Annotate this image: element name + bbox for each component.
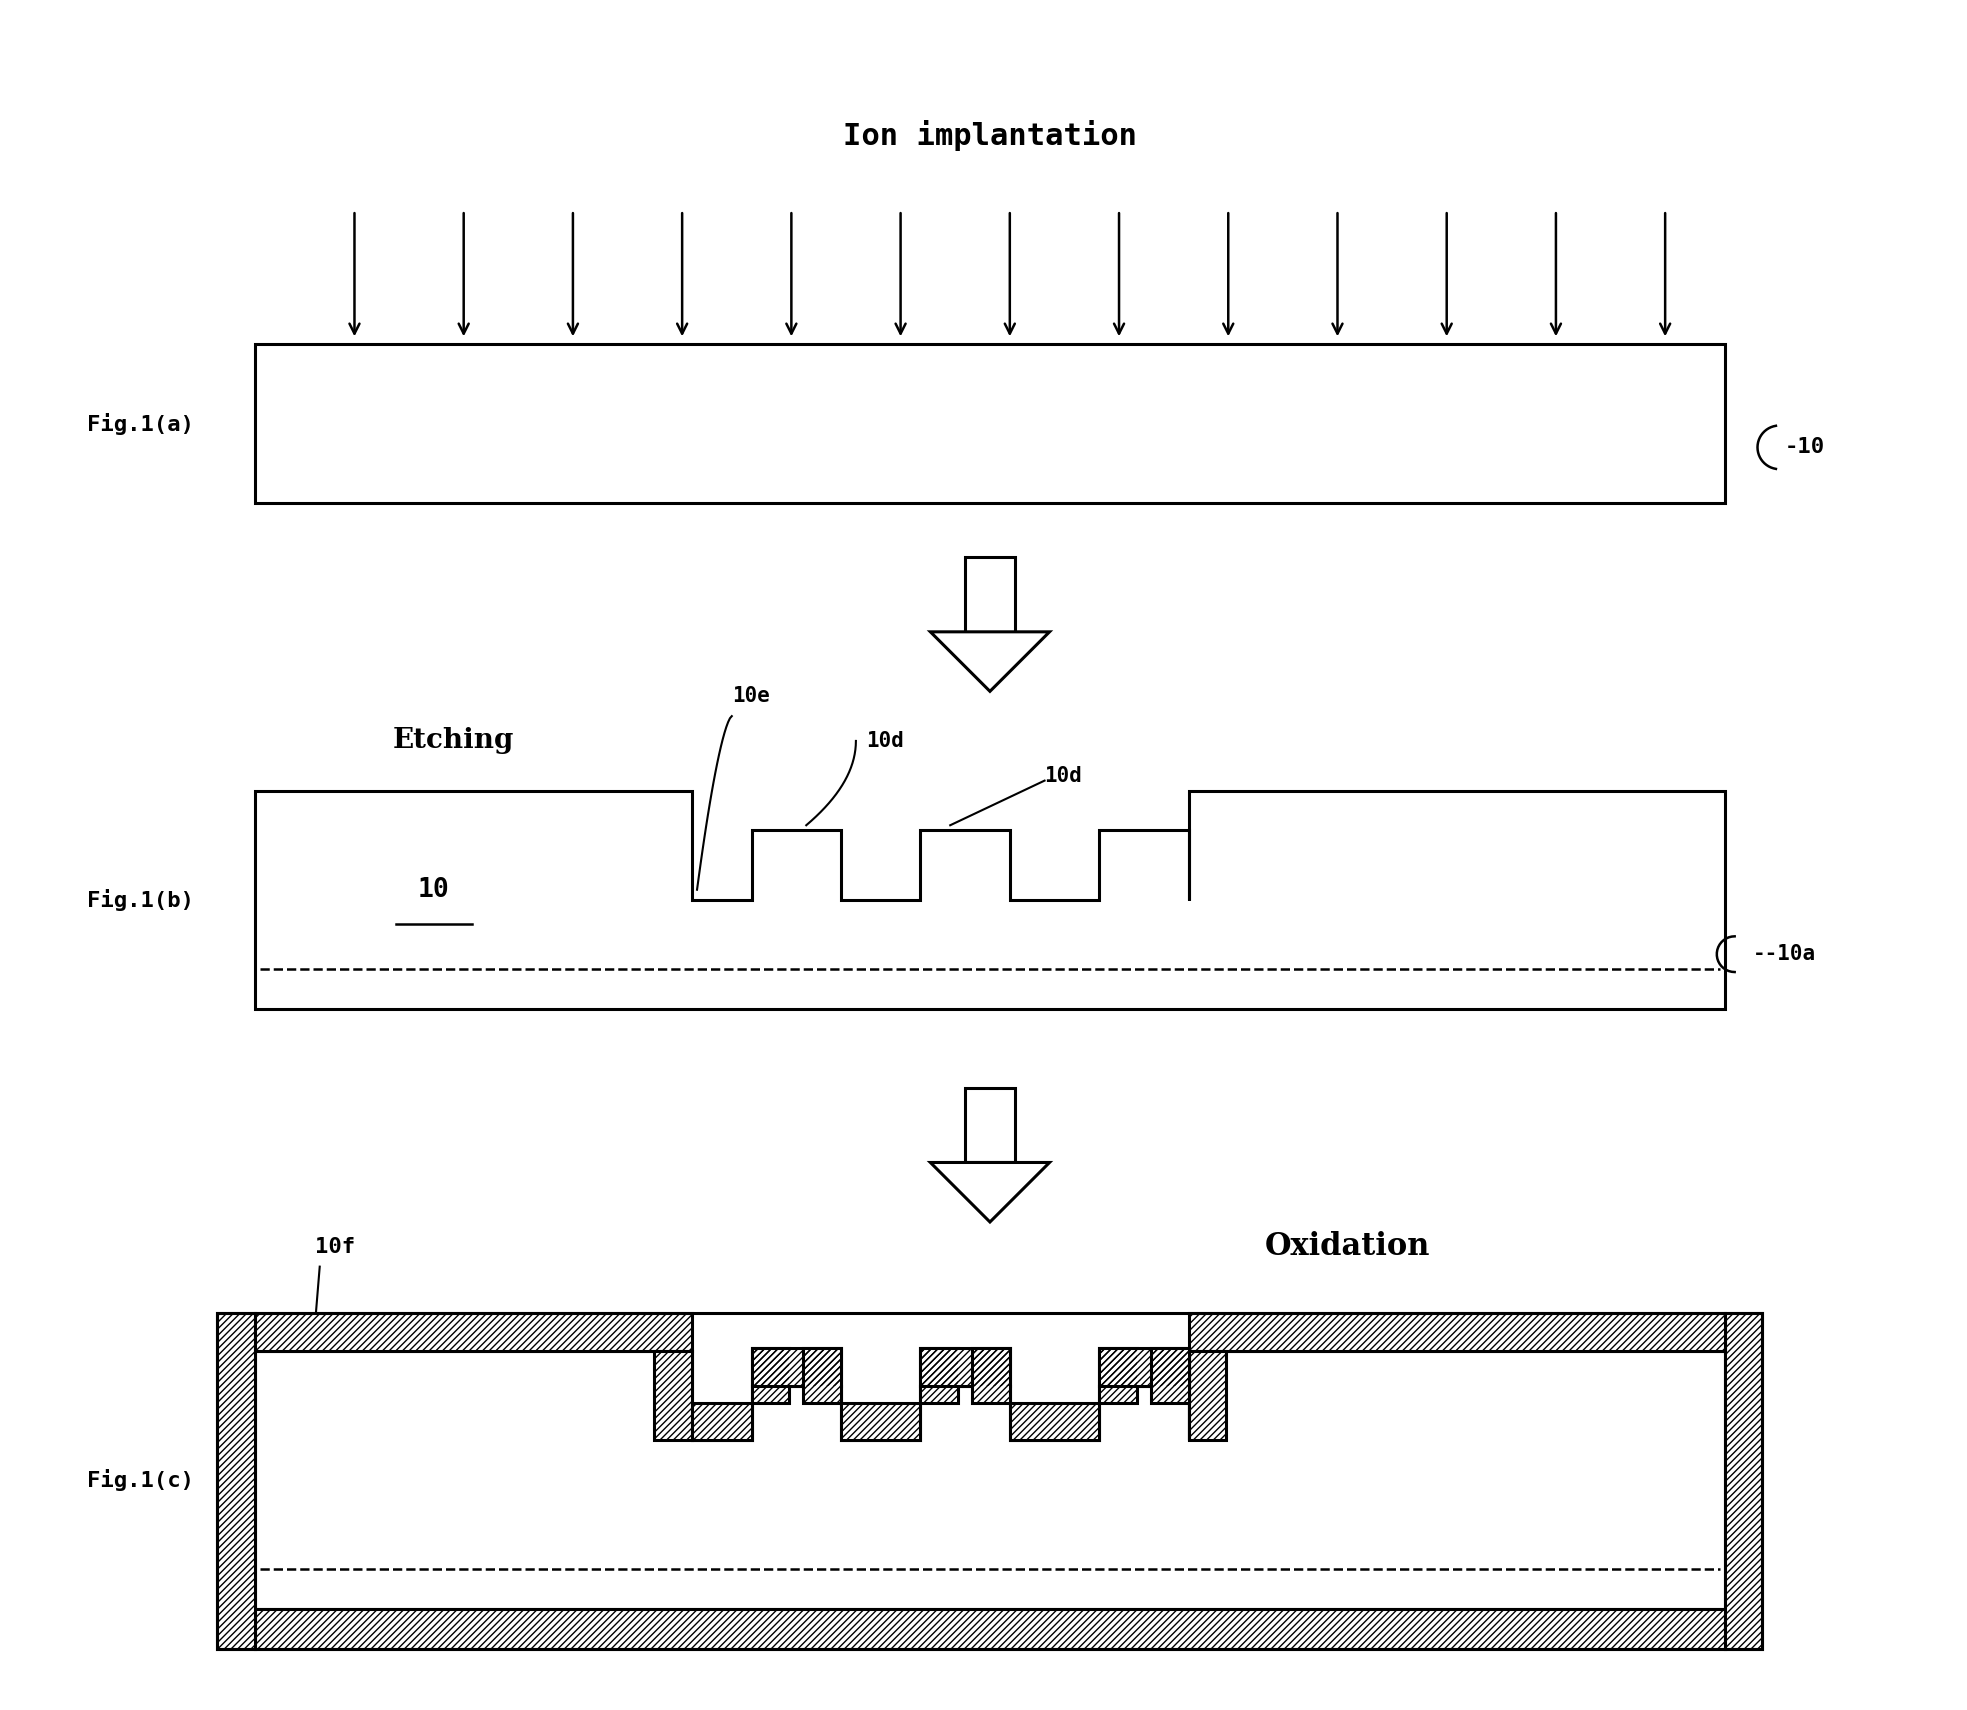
Bar bbox=[1100, 1347, 1137, 1402]
Bar bbox=[1009, 1402, 1100, 1440]
Bar bbox=[751, 1347, 842, 1385]
Bar bbox=[972, 1347, 1009, 1402]
Bar bbox=[655, 1351, 692, 1440]
Polygon shape bbox=[256, 790, 1725, 1009]
Polygon shape bbox=[256, 1351, 1725, 1609]
Bar bbox=[1188, 1313, 1725, 1351]
Text: 10d: 10d bbox=[865, 730, 903, 751]
Bar bbox=[1009, 1402, 1100, 1440]
Bar bbox=[751, 1347, 789, 1402]
Text: 10e: 10e bbox=[732, 686, 769, 706]
Bar bbox=[256, 1609, 1725, 1648]
Bar bbox=[803, 1347, 842, 1402]
Text: 10d: 10d bbox=[1044, 766, 1082, 785]
Bar bbox=[1725, 1313, 1762, 1648]
Bar bbox=[1151, 1347, 1188, 1402]
Text: Fig.1(a): Fig.1(a) bbox=[87, 412, 195, 434]
Bar bbox=[1151, 1347, 1188, 1402]
Bar bbox=[921, 1347, 1009, 1385]
Bar bbox=[751, 1347, 842, 1385]
Bar bbox=[966, 557, 1015, 631]
Bar bbox=[256, 1313, 692, 1351]
Bar bbox=[803, 1347, 842, 1402]
Bar bbox=[751, 1347, 789, 1402]
Bar bbox=[218, 1313, 256, 1648]
Bar bbox=[256, 1609, 1725, 1648]
Bar bbox=[692, 1402, 751, 1440]
Text: Ion implantation: Ion implantation bbox=[844, 120, 1137, 152]
Text: Fig.1(c): Fig.1(c) bbox=[87, 1469, 195, 1491]
Bar bbox=[1100, 1347, 1188, 1385]
Bar bbox=[218, 1313, 256, 1648]
Bar bbox=[842, 1402, 921, 1440]
Bar bbox=[1100, 1347, 1137, 1402]
Bar bbox=[1725, 1313, 1762, 1648]
Text: Etching: Etching bbox=[393, 727, 515, 754]
Bar bbox=[256, 1313, 692, 1351]
Polygon shape bbox=[930, 1163, 1050, 1223]
Text: Fig.1(b): Fig.1(b) bbox=[87, 889, 195, 911]
Bar bbox=[972, 1347, 1009, 1402]
Bar bbox=[1188, 1351, 1225, 1440]
Bar bbox=[218, 1313, 1762, 1648]
Bar bbox=[1188, 1351, 1225, 1440]
Bar bbox=[1188, 1313, 1725, 1351]
Bar bbox=[921, 1347, 1009, 1385]
Bar bbox=[655, 1351, 692, 1440]
Text: --10a: --10a bbox=[1753, 944, 1816, 964]
Text: -10: -10 bbox=[1784, 438, 1825, 457]
Polygon shape bbox=[930, 631, 1050, 691]
Text: 10: 10 bbox=[419, 877, 450, 903]
Bar bbox=[1100, 1347, 1188, 1385]
Bar bbox=[256, 344, 1725, 503]
Text: 10f: 10f bbox=[315, 1236, 354, 1257]
Bar bbox=[692, 1402, 751, 1440]
Bar bbox=[966, 1088, 1015, 1163]
Bar bbox=[921, 1347, 958, 1402]
Bar bbox=[921, 1347, 958, 1402]
Text: Oxidation: Oxidation bbox=[1265, 1231, 1430, 1262]
Bar bbox=[842, 1402, 921, 1440]
